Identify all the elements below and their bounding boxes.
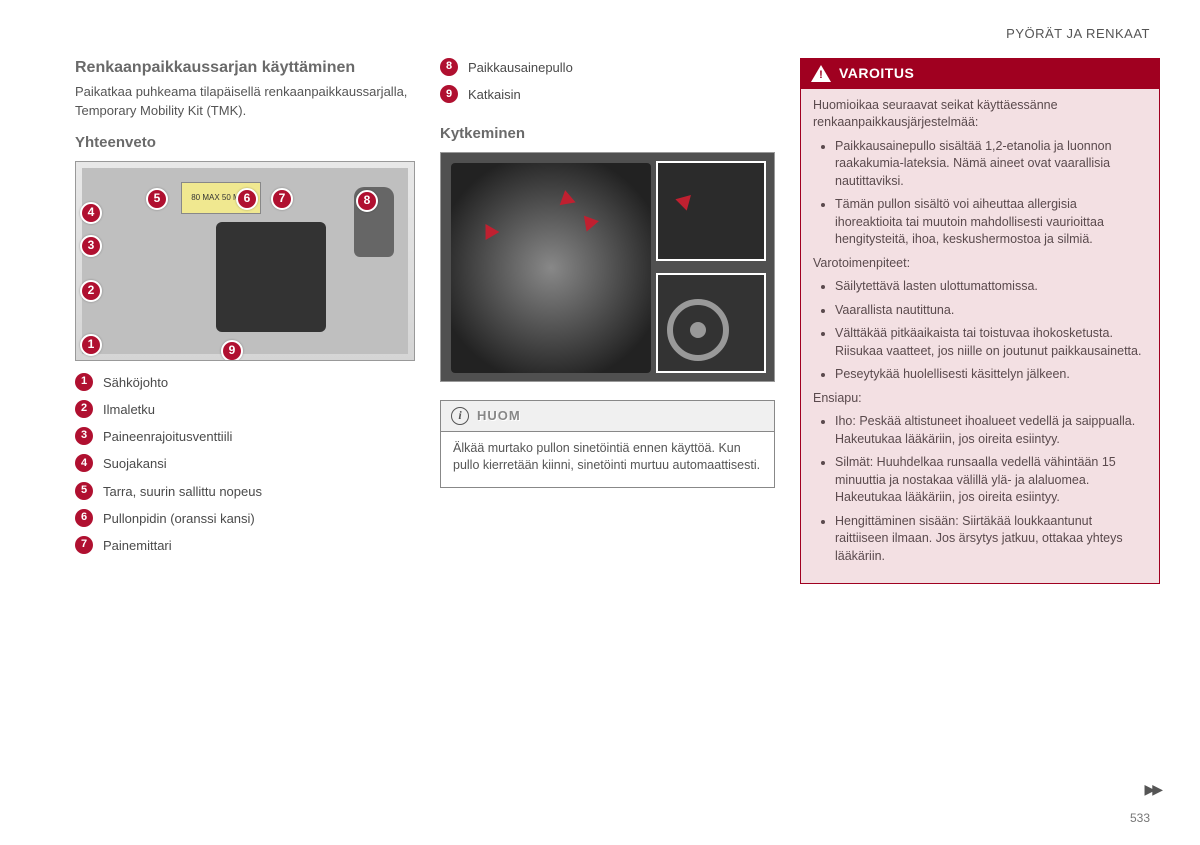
wheel-illustration	[451, 163, 651, 373]
legend-badge: 1	[75, 373, 93, 391]
warning-bullet: Silmät: Huuhdelkaa runsaalla vedellä väh…	[835, 454, 1147, 507]
warning-bullet: Säilytettävä lasten ulottumattomissa.	[835, 278, 1147, 296]
warning-bullet: Peseytykää huolellisesti käsittelyn jälk…	[835, 366, 1147, 384]
warning-list-3: Iho: Peskää altistuneet ihoalueet vedell…	[813, 413, 1147, 565]
warning-bullet: Tämän pullon sisältö voi aiheuttaa aller…	[835, 196, 1147, 249]
compressor-illustration	[216, 222, 326, 332]
section-connect: Kytkeminen	[440, 123, 775, 144]
legend-item: 8 Paikkausainepullo	[440, 58, 775, 77]
legend-badge: 3	[75, 427, 93, 445]
legend-label: Ilmaletku	[103, 400, 155, 419]
main-container: Renkaanpaikkaussarjan käyttäminen Paikat…	[0, 43, 1200, 584]
warning-box: VAROITUS Huomioikaa seuraavat seikat käy…	[800, 58, 1160, 584]
legend-item: 2 Ilmaletku	[75, 400, 415, 419]
warning-bullet: Paikkausainepullo sisältää 1,2-etanolia …	[835, 138, 1147, 191]
legend-badge: 5	[75, 482, 93, 500]
note-body: Älkää murtako pullon sinetöintiä ennen k…	[441, 432, 774, 487]
legend-list-left: 1 Sähköjohto 2 Ilmaletku 3 Paineenrajoitusven…	[75, 373, 415, 555]
callout-badge-3: 3	[80, 235, 102, 257]
warning-bullet: Iho: Peskää altistuneet ihoalueet vedell…	[835, 413, 1147, 448]
arrow-icon	[675, 189, 696, 210]
callout-badge-5: 5	[146, 188, 168, 210]
warning-header: VAROITUS	[801, 59, 1159, 89]
page-subtitle: Paikatkaa puhkeama tilapäisellä renkaanp…	[75, 83, 415, 119]
callout-badge-1: 1	[80, 334, 102, 356]
legend-label: Tarra, suurin sallittu nopeus	[103, 482, 262, 501]
precautions-label: Varotoimenpiteet:	[813, 255, 1147, 273]
legend-item: 4 Suojakansi	[75, 454, 415, 473]
legend-item: 6 Pullonpidin (oranssi kansi)	[75, 509, 415, 528]
page-header: PYÖRÄT JA RENKAAT	[0, 0, 1200, 43]
column-middle: 8Paikkausainepullo9Katkaisin Kytkeminen …	[440, 58, 775, 584]
note-header: i HUOM	[441, 401, 774, 432]
callout-badge-7: 7	[271, 188, 293, 210]
legend-badge: 9	[440, 85, 458, 103]
callout-badge-6: 6	[236, 188, 258, 210]
connect-figure	[440, 152, 775, 382]
warning-bullet: Hengittäminen sisään: Siirtäkää loukkaan…	[835, 513, 1147, 566]
legend-item: 5 Tarra, suurin sallittu nopeus	[75, 482, 415, 501]
warning-bullet: Vaarallista nautittuna.	[835, 302, 1147, 320]
legend-label: Paikkausainepullo	[468, 58, 573, 77]
column-left: Renkaanpaikkaussarjan käyttäminen Paikat…	[75, 58, 415, 584]
column-right: VAROITUS Huomioikaa seuraavat seikat käy…	[800, 58, 1160, 584]
legend-badge: 6	[75, 509, 93, 527]
overview-figure: 80 MAX 50 MPH 123456789	[75, 161, 415, 361]
section-overview: Yhteenveto	[75, 132, 415, 153]
warning-bullet: Välttäkää pitkäaikaista tai toistuvaa ih…	[835, 325, 1147, 360]
callout-badge-8: 8	[356, 190, 378, 212]
legend-badge: 7	[75, 536, 93, 554]
arrow-icon	[579, 215, 599, 234]
legend-list-mid: 8 Paikkausainepullo 9 Katkaisin	[440, 58, 775, 104]
warning-list-2: Säilytettävä lasten ulottumattomissa. Vaa…	[813, 278, 1147, 384]
warning-triangle-icon	[811, 65, 831, 82]
inset-dashboard	[656, 273, 766, 373]
legend-label: Suojakansi	[103, 454, 167, 473]
legend-item: 9 Katkaisin	[440, 85, 775, 104]
note-box: i HUOM Älkää murtako pullon sinetöintiä …	[440, 400, 775, 488]
callout-badge-2: 2	[80, 280, 102, 302]
arrow-icon	[479, 220, 500, 240]
warning-title: VAROITUS	[839, 64, 914, 84]
callout-badge-9: 9	[221, 340, 243, 361]
legend-label: Paineenrajoitusventtiili	[103, 427, 232, 446]
arrow-icon	[560, 190, 579, 210]
legend-label: Katkaisin	[468, 85, 521, 104]
legend-badge: 4	[75, 454, 93, 472]
warning-body: Huomioikaa seuraavat seikat käyttäessänn…	[801, 89, 1159, 584]
steering-wheel-icon	[658, 275, 768, 375]
info-icon: i	[451, 407, 469, 425]
warning-list-1: Paikkausainepullo sisältää 1,2-etanolia …	[813, 138, 1147, 249]
legend-label: Sähköjohto	[103, 373, 168, 392]
firstaid-label: Ensiapu:	[813, 390, 1147, 408]
legend-badge: 2	[75, 400, 93, 418]
legend-item: 3 Paineenrajoitusventtiili	[75, 427, 415, 446]
page-number: 533	[1130, 810, 1150, 827]
callout-badge-4: 4	[80, 202, 102, 224]
inset-power-socket	[656, 161, 766, 261]
legend-item: 7 Painemittari	[75, 536, 415, 555]
note-title: HUOM	[477, 407, 521, 425]
legend-item: 1 Sähköjohto	[75, 373, 415, 392]
continue-indicator: ▶▶	[1144, 780, 1160, 800]
legend-badge: 8	[440, 58, 458, 76]
legend-label: Pullonpidin (oranssi kansi)	[103, 509, 255, 528]
legend-label: Painemittari	[103, 536, 172, 555]
warning-intro: Huomioikaa seuraavat seikat käyttäessänn…	[813, 97, 1147, 132]
page-title: Renkaanpaikkaussarjan käyttäminen	[75, 58, 415, 77]
